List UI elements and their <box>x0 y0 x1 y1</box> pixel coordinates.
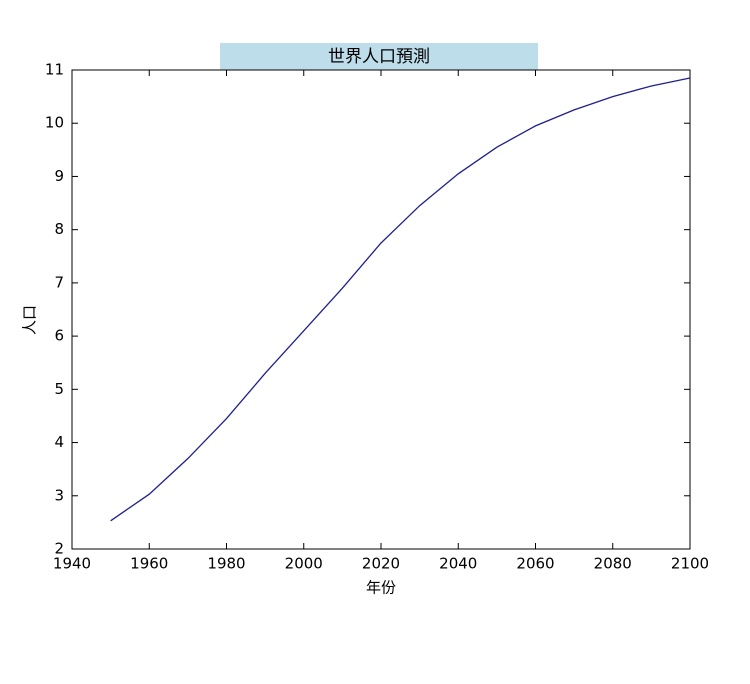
y-tick-label: 9 <box>54 167 64 185</box>
y-tick-label: 5 <box>54 380 64 398</box>
chart-title: 世界人口預測 <box>328 47 430 67</box>
y-axis-label: 人口 <box>21 305 39 335</box>
data-line <box>110 77 691 522</box>
y-tick-label: 8 <box>54 220 64 238</box>
title-background <box>220 43 538 70</box>
y-tick-label: 7 <box>54 273 64 291</box>
y-tick-label: 2 <box>54 540 64 558</box>
x-tick-label: 1980 <box>207 555 245 573</box>
x-tick-label: 1960 <box>130 555 168 573</box>
x-axis-label: 年份 <box>366 579 396 597</box>
y-tick-label: 11 <box>45 61 64 79</box>
x-tick-label: 2020 <box>362 555 400 573</box>
x-tick-label: 2040 <box>439 555 477 573</box>
x-tick-label: 2000 <box>285 555 323 573</box>
x-tick-label: 2060 <box>516 555 554 573</box>
y-tick-label: 4 <box>54 433 64 451</box>
y-tick-label: 10 <box>45 114 64 132</box>
y-tick-label: 3 <box>54 486 64 504</box>
plot-frame <box>71 69 691 550</box>
x-tick-label: 1940 <box>53 555 91 573</box>
y-tick-label: 6 <box>54 327 64 345</box>
x-tick-label: 2080 <box>594 555 632 573</box>
x-tick-label: 2100 <box>671 555 709 573</box>
